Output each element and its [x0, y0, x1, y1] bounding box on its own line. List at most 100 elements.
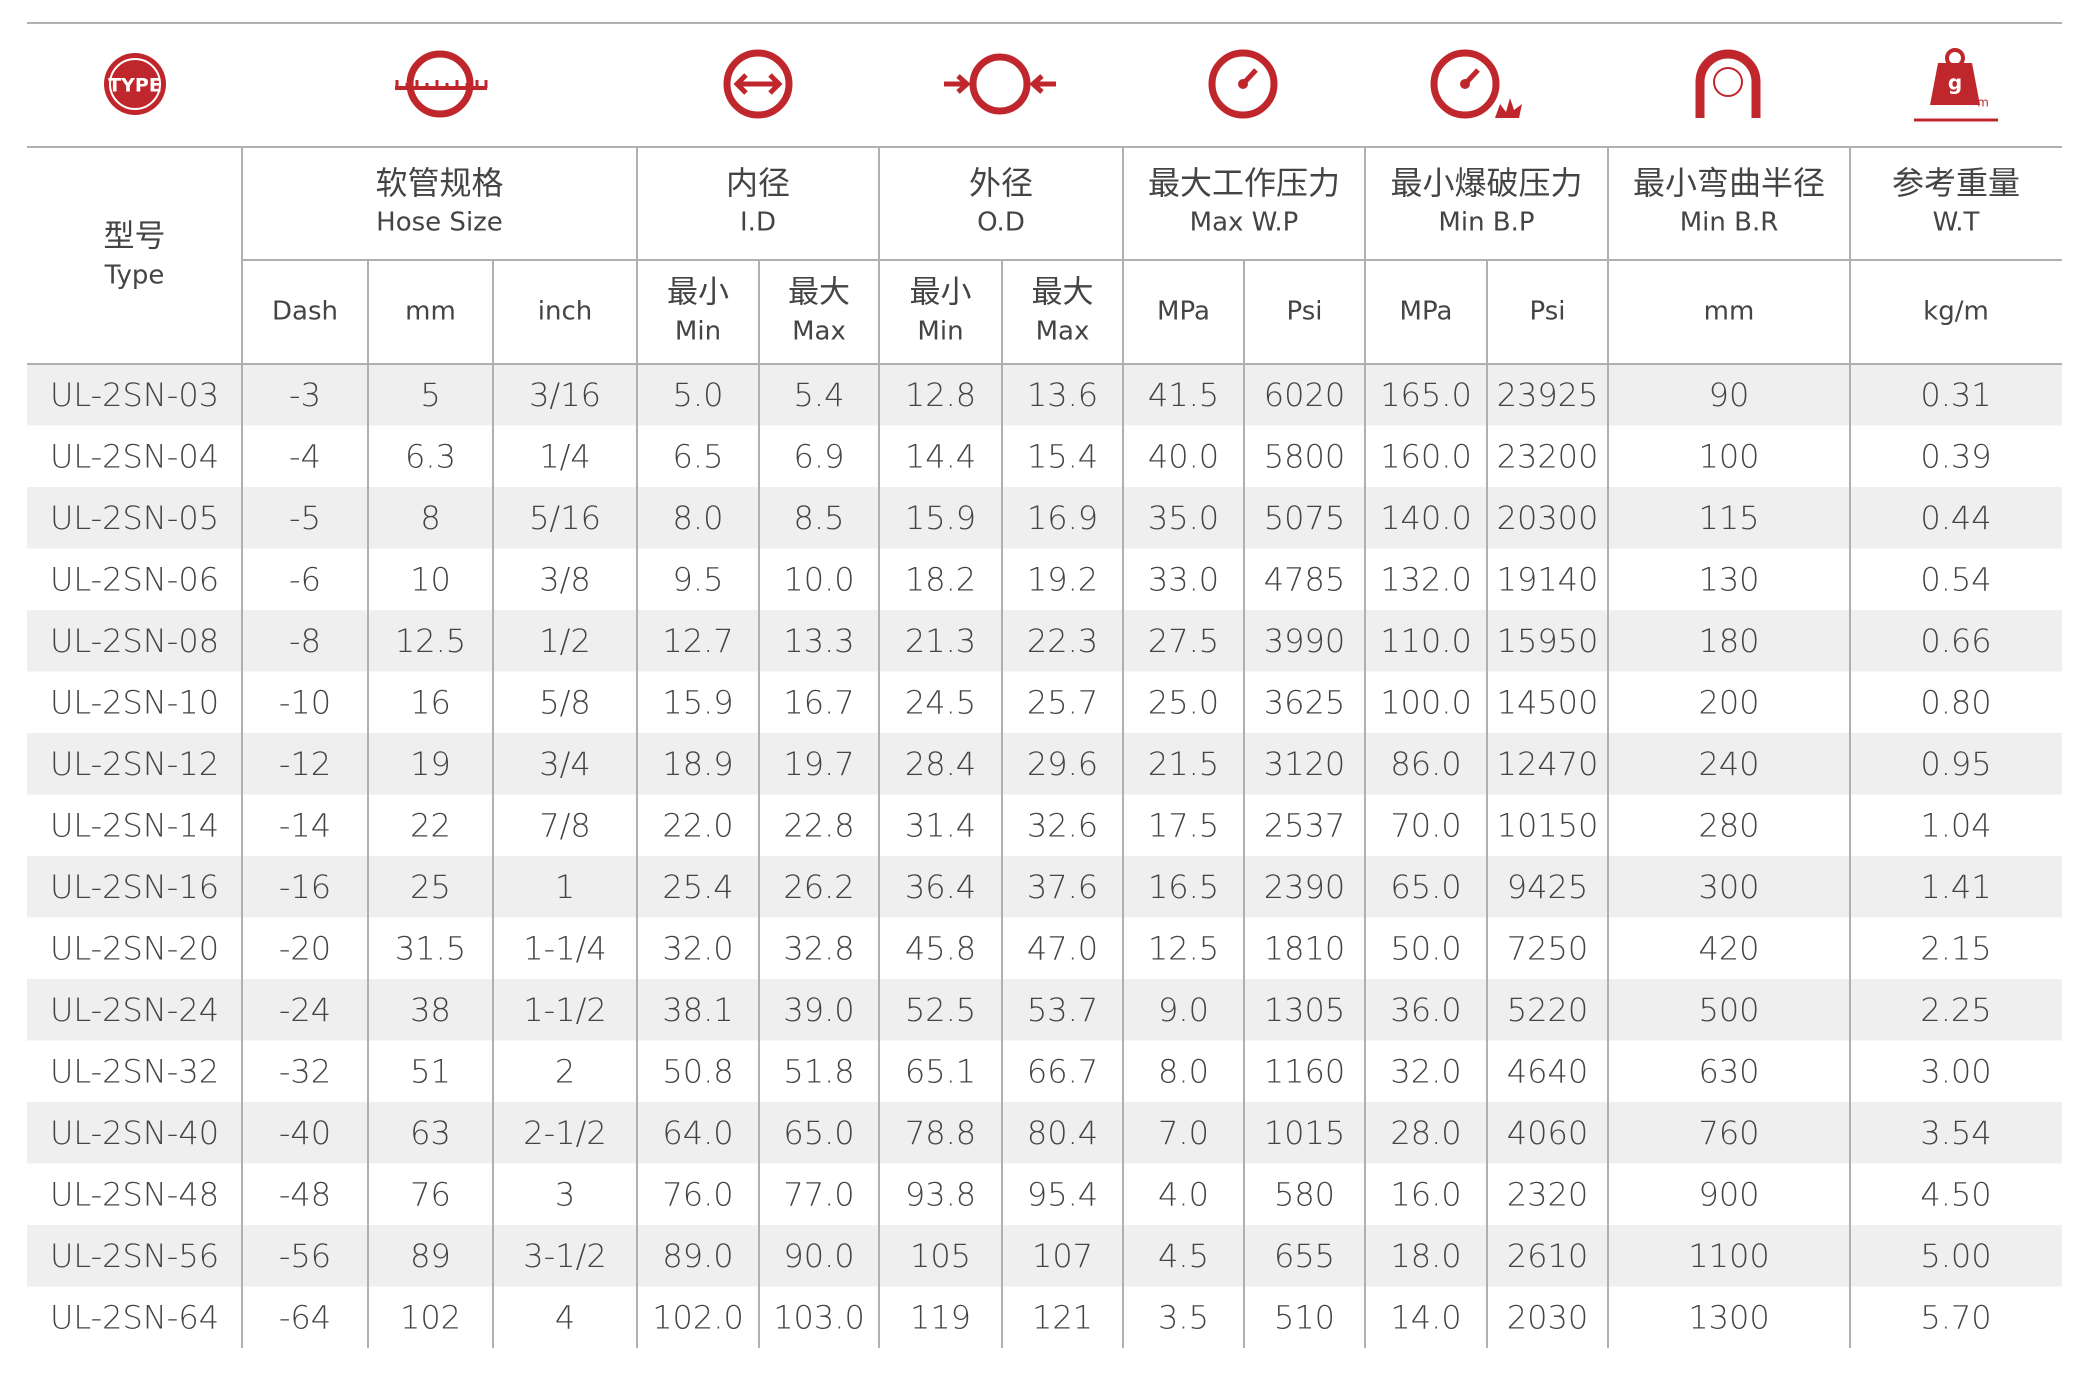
- cell: 500: [1698, 991, 1759, 1029]
- cell: 200: [1698, 683, 1759, 721]
- header-en: Min B.R: [1680, 208, 1779, 238]
- cell: 5220: [1507, 991, 1588, 1029]
- row-stripe: [27, 610, 2062, 672]
- unit: mm: [405, 297, 456, 327]
- cell: 580: [1274, 1175, 1335, 1213]
- row-stripe: [27, 487, 2062, 549]
- cell: 102: [400, 1298, 461, 1336]
- header-en: Min B.P: [1438, 208, 1534, 238]
- cell: 7250: [1507, 929, 1588, 967]
- header-zh: 最小爆破压力: [1390, 164, 1582, 202]
- cell: 50.8: [662, 1052, 733, 1090]
- cell: 2.15: [1920, 929, 1991, 967]
- cell: 8: [420, 499, 440, 537]
- unit: Psi: [1530, 297, 1566, 327]
- cell: 15.4: [1027, 437, 1098, 475]
- cell: 16: [410, 683, 451, 721]
- cell: 280: [1698, 806, 1759, 844]
- cell: 76: [410, 1175, 451, 1213]
- cell: 86.0: [1390, 745, 1461, 783]
- cell: 47.0: [1027, 929, 1098, 967]
- cell: -8: [289, 622, 321, 660]
- cell: 50.0: [1390, 929, 1461, 967]
- header-en: O.D: [977, 208, 1025, 238]
- unit-zh: 最小: [910, 275, 972, 311]
- cell: 19.2: [1027, 560, 1098, 598]
- cell: 17.5: [1148, 806, 1219, 844]
- cell: 1/2: [539, 622, 591, 660]
- cell: 45.8: [905, 929, 976, 967]
- cell: 2610: [1507, 1237, 1588, 1275]
- cell: 24.5: [905, 683, 976, 721]
- cell: 2320: [1507, 1175, 1588, 1213]
- cell: 3.5: [1158, 1298, 1209, 1336]
- cell: 1305: [1264, 991, 1345, 1029]
- cell: 6.5: [673, 437, 724, 475]
- cell: 3-1/2: [523, 1237, 606, 1275]
- cell: 89: [410, 1237, 451, 1275]
- row-stripe: [27, 979, 2062, 1041]
- cell: 64.0: [662, 1114, 733, 1152]
- unit-zh: 最大: [1032, 275, 1094, 311]
- cell: 5.70: [1920, 1298, 1991, 1336]
- cell: 3: [555, 1175, 575, 1213]
- header-en: Type: [104, 261, 165, 291]
- wt-icon-unit: m: [1977, 96, 1989, 110]
- cell: 37.6: [1027, 868, 1098, 906]
- cell: 4.0: [1158, 1175, 1209, 1213]
- unit-en: Max: [1036, 317, 1090, 347]
- cell: 100.0: [1380, 683, 1472, 721]
- cell: 53.7: [1027, 991, 1098, 1029]
- cell: 5/16: [529, 499, 601, 537]
- cell: 25.4: [662, 868, 733, 906]
- cell: 140.0: [1380, 499, 1472, 537]
- cell: 13.6: [1027, 376, 1098, 414]
- cell: 38.1: [662, 991, 733, 1029]
- cell: 16.5: [1148, 868, 1219, 906]
- cell: 0.39: [1920, 437, 1991, 475]
- hose-size-icon: [395, 50, 488, 118]
- cell: 1100: [1688, 1237, 1769, 1275]
- cell: 19.7: [783, 745, 854, 783]
- cell: 1: [555, 868, 575, 906]
- cell: 22: [410, 806, 451, 844]
- cell: 5.0: [673, 376, 724, 414]
- cell: UL-2SN-04: [50, 437, 219, 475]
- cell: 1160: [1264, 1052, 1345, 1090]
- cell: 14.0: [1390, 1298, 1461, 1336]
- unit: mm: [1704, 297, 1755, 327]
- cell: 8.0: [1158, 1052, 1209, 1090]
- type-icon-ring: [109, 58, 161, 110]
- cell: 52.5: [905, 991, 976, 1029]
- cell: 21.5: [1148, 745, 1219, 783]
- cell: 9.0: [1158, 991, 1209, 1029]
- unit-en: Min: [917, 317, 963, 347]
- cell: 4640: [1507, 1052, 1588, 1090]
- cell: 20300: [1497, 499, 1599, 537]
- unit-zh: 最小: [667, 275, 729, 311]
- cell: 38: [410, 991, 451, 1029]
- type-icon-label: TYPE: [108, 75, 162, 97]
- cell: 0.44: [1920, 499, 1991, 537]
- cell: 23925: [1497, 376, 1599, 414]
- unit-zh: 最大: [788, 275, 850, 311]
- cell: 1-1/2: [523, 991, 606, 1029]
- cell: 105: [910, 1237, 971, 1275]
- header-en: I.D: [740, 208, 776, 238]
- unit: inch: [538, 297, 592, 327]
- cell: 3/4: [539, 745, 591, 783]
- cell: 27.5: [1148, 622, 1219, 660]
- cell: 0.54: [1920, 560, 1991, 598]
- cell: 33.0: [1148, 560, 1219, 598]
- cell: 40.0: [1148, 437, 1219, 475]
- cell: UL-2SN-10: [50, 683, 219, 721]
- cell: 65.1: [905, 1052, 976, 1090]
- cell: 90.0: [783, 1237, 854, 1275]
- cell: 19: [410, 745, 451, 783]
- cell: 51.8: [783, 1052, 854, 1090]
- cell: 78.8: [905, 1114, 976, 1152]
- cell: -12: [279, 745, 331, 783]
- cell: 41.5: [1148, 376, 1219, 414]
- cell: 10.0: [783, 560, 854, 598]
- cell: 3625: [1264, 683, 1345, 721]
